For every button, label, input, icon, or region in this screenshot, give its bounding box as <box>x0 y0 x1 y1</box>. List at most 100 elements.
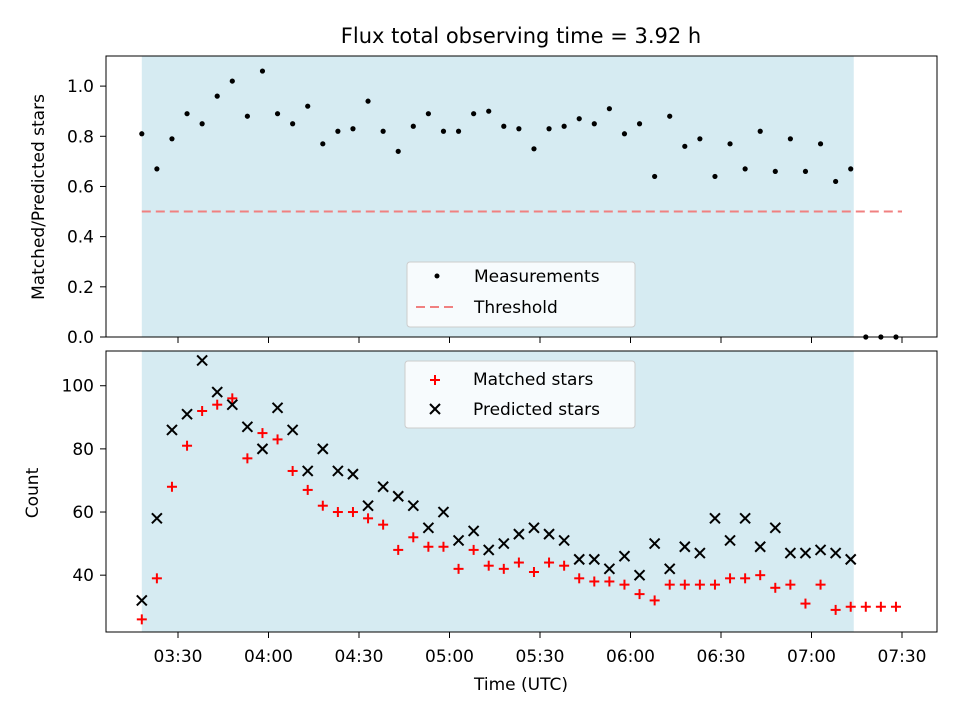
bottom-panel: 40 60 80 100 03:30 04:00 04:30 05:00 05:30 06:00… <box>23 350 938 695</box>
bottom-y-tick-label: 60 <box>72 503 94 523</box>
top-legend: Measurements Threshold <box>406 261 636 328</box>
x-tick-label: 06:30 <box>697 647 746 667</box>
measurement-point <box>259 68 266 74</box>
matched-point <box>679 579 690 590</box>
predicted-points <box>136 354 857 607</box>
measurement-point <box>425 111 431 117</box>
matched-point <box>770 582 781 593</box>
measurement-point <box>636 121 643 127</box>
matched-point <box>242 453 253 464</box>
x-tick-label: 07:00 <box>787 647 836 667</box>
matched-point <box>860 601 871 612</box>
predicted-point <box>211 386 223 398</box>
measurement-point <box>787 136 793 142</box>
predicted-point <box>392 490 404 502</box>
measurement-point <box>516 126 522 132</box>
measurement-point <box>290 121 296 127</box>
matched-point <box>649 595 660 606</box>
matched-point <box>800 598 811 609</box>
matched-point <box>694 579 705 590</box>
matched-point <box>709 579 720 590</box>
predicted-point <box>784 547 797 559</box>
matched-point <box>151 573 162 584</box>
x-tick-label: 04:00 <box>244 647 293 667</box>
predicted-point <box>754 541 766 553</box>
matched-point <box>227 393 238 404</box>
measurement-point <box>440 128 447 134</box>
predicted-point <box>467 525 480 537</box>
predicted-point <box>256 443 269 455</box>
predicted-point <box>422 522 435 534</box>
top-y-axis-label: Matched/Predicted stars <box>29 94 49 300</box>
top-axes-frame <box>105 55 938 338</box>
matched-point <box>559 560 570 571</box>
matched-point <box>830 604 841 615</box>
predicted-point <box>377 481 389 493</box>
bottom-x-ticks: 03:30 04:00 04:30 05:00 05:30 06:00 06:30 07:00… <box>154 632 927 667</box>
predicted-point <box>588 553 601 566</box>
measurement-point <box>229 78 235 84</box>
matched-point <box>197 405 208 416</box>
matched-point <box>468 544 479 555</box>
measurement-point <box>802 168 809 175</box>
measurement-point <box>154 166 160 172</box>
matched-point <box>755 570 766 581</box>
predicted-point <box>452 534 465 547</box>
predicted-point <box>347 468 359 480</box>
predicted-point <box>362 500 374 512</box>
measurement-point <box>244 113 250 119</box>
predicted-point <box>196 354 208 367</box>
predicted-point <box>226 398 239 411</box>
measurement-point <box>214 93 220 99</box>
predicted-point <box>302 465 314 477</box>
bottom-y-ticks: 40 60 80 100 <box>62 377 106 586</box>
measurement-point <box>712 173 718 180</box>
predicted-point <box>498 537 510 550</box>
measurement-point <box>380 128 386 134</box>
predicted-point <box>724 534 736 547</box>
measurement-point <box>320 141 326 147</box>
x-tick-label: 07:30 <box>878 647 927 667</box>
bottom-y-tick-label: 100 <box>62 377 94 397</box>
matched-point <box>453 563 464 574</box>
measurement-point <box>471 111 477 117</box>
measurement-point <box>667 113 673 119</box>
matched-point <box>136 614 147 625</box>
legend-matched-marker <box>430 375 440 385</box>
matched-point <box>589 576 600 587</box>
measurement-point <box>169 136 175 142</box>
matched-point <box>815 579 826 590</box>
legend-measurements-label: Measurements <box>474 267 600 287</box>
legend-threshold-label: Threshold <box>473 298 558 318</box>
measurement-point <box>621 131 628 137</box>
measurement-point <box>410 123 416 129</box>
predicted-point <box>166 424 178 436</box>
predicted-point <box>151 512 163 525</box>
top-legend-box <box>406 261 636 328</box>
top-y-ticks: 0.0 0.2 0.4 0.6 0.8 1.0 <box>67 77 106 348</box>
measurement-point <box>546 126 552 132</box>
matched-point <box>890 601 901 612</box>
predicted-point <box>845 553 857 566</box>
measurement-point <box>350 126 356 132</box>
measurement-point <box>139 131 145 137</box>
predicted-point <box>136 594 148 607</box>
matched-point <box>302 484 313 495</box>
top-y-tick-label: 1.0 <box>67 77 94 97</box>
measurement-point <box>727 141 733 147</box>
top-y-tick-label: 0.6 <box>67 177 94 197</box>
predicted-point <box>648 537 661 550</box>
predicted-point <box>679 541 691 553</box>
predicted-point <box>558 534 570 547</box>
matched-point <box>544 557 555 568</box>
matched-point <box>438 541 449 552</box>
x-axis-label: Time (UTC) <box>473 675 568 695</box>
matched-point <box>166 481 177 492</box>
measurement-point <box>501 123 507 129</box>
predicted-point <box>829 547 842 559</box>
matched-point <box>725 573 736 584</box>
predicted-point <box>573 553 585 566</box>
matched-point <box>785 579 796 590</box>
bottom-y-axis-label: Count <box>23 467 43 518</box>
x-tick-label: 05:00 <box>425 647 474 667</box>
